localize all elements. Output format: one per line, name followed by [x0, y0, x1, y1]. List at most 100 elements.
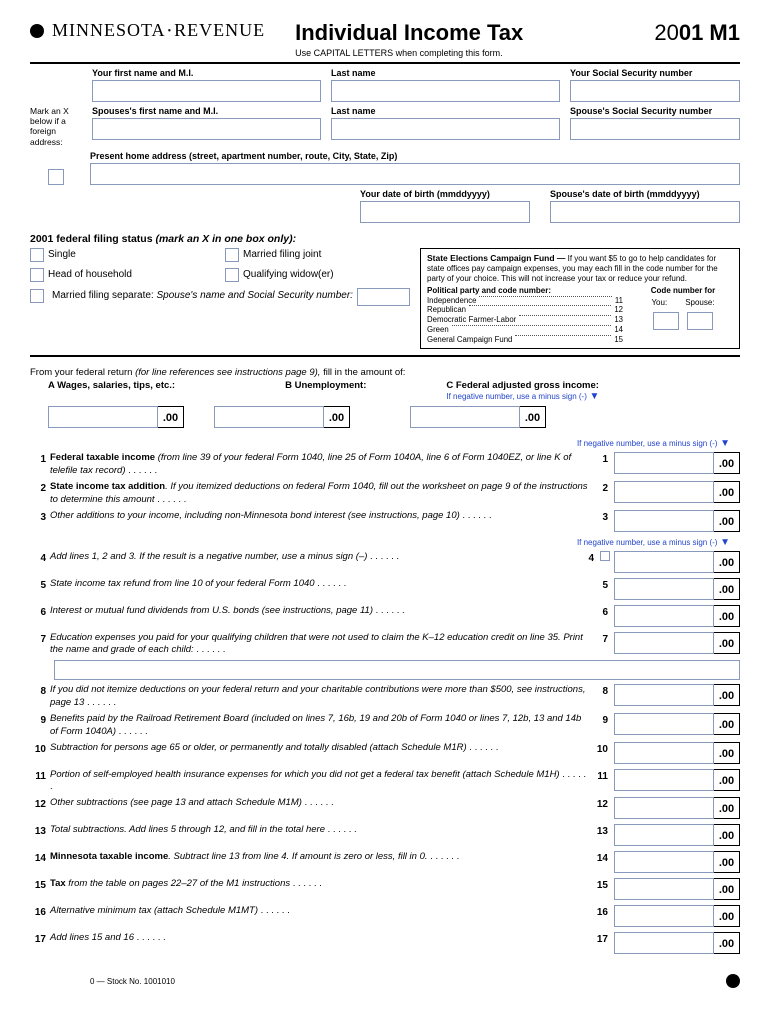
- first-name-input[interactable]: [92, 80, 321, 102]
- line-2: 2 State income tax addition. If you item…: [30, 481, 740, 507]
- line-9-amount[interactable]: [614, 713, 714, 735]
- label-dob: Your date of birth (mmddyyyy): [360, 189, 530, 199]
- spouse-label: Spouse:: [685, 298, 714, 308]
- party-line: Independence11: [427, 296, 623, 306]
- line-16: 16 Alternative minimum tax (attach Sched…: [30, 905, 740, 929]
- line-5: 5 State income tax refund from line 10 o…: [30, 578, 740, 602]
- line-6-amount[interactable]: [614, 605, 714, 627]
- dob-row: Your date of birth (mmddyyyy) Spouse's d…: [30, 189, 740, 223]
- address-input[interactable]: [90, 163, 740, 185]
- stock-number: 0 — Stock No. 1001010: [90, 977, 175, 986]
- cents-label: .00: [158, 406, 184, 428]
- line-3: 3 Other additions to your income, includ…: [30, 510, 740, 534]
- campaign-fund-box: State Elections Campaign Fund — If you w…: [420, 248, 740, 350]
- line-15-amount[interactable]: [614, 878, 714, 900]
- label-address: Present home address (street, apartment …: [90, 151, 740, 161]
- line-12: 12 Other subtractions (see page 13 and a…: [30, 797, 740, 821]
- spouse-last-input[interactable]: [331, 118, 560, 140]
- marker-dot: [30, 24, 44, 38]
- spouse-first-input[interactable]: [92, 118, 321, 140]
- foreign-address-checkbox[interactable]: [48, 169, 64, 185]
- party-line: Republican12: [427, 305, 623, 315]
- you-code-input[interactable]: [653, 312, 679, 330]
- header: MINNESOTA•REVENUE Individual Income Tax …: [30, 20, 740, 58]
- line-11-amount[interactable]: [614, 769, 714, 791]
- spouse-dob-input[interactable]: [550, 201, 740, 223]
- footer-dot: [726, 974, 740, 988]
- line-9: 9 Benefits paid by the Railroad Retireme…: [30, 713, 740, 739]
- line-5-amount[interactable]: [614, 578, 714, 600]
- filing-widow[interactable]: Qualifying widow(er): [225, 268, 410, 282]
- spouse-ssn-input[interactable]: [570, 118, 740, 140]
- filing-status-section: 2001 federal filing status (mark an X in…: [30, 233, 740, 350]
- address-row: Present home address (street, apartment …: [30, 151, 740, 185]
- line-2-amount[interactable]: [614, 481, 714, 503]
- line-7: 7 Education expenses you paid for your q…: [30, 632, 740, 658]
- dob-input[interactable]: [360, 201, 530, 223]
- party-line: General Campaign Fund15: [427, 335, 623, 345]
- line-17-amount[interactable]: [614, 932, 714, 954]
- you-label: You:: [651, 298, 667, 308]
- campaign-title: State Elections Campaign Fund —: [427, 253, 565, 263]
- line-1-amount[interactable]: [614, 452, 714, 474]
- federal-section: From your federal return (for line refer…: [30, 367, 740, 428]
- filing-hoh[interactable]: Head of household: [30, 268, 215, 282]
- foreign-address-note: Mark an X below if a foreign address:: [30, 106, 82, 147]
- negative-indicator-box[interactable]: [600, 551, 610, 561]
- amount-a-input[interactable]: [48, 406, 158, 428]
- label-ssn: Your Social Security number: [570, 68, 740, 78]
- line-1: 1 Federal taxable income (from line 39 o…: [30, 452, 740, 478]
- line-13-amount[interactable]: [614, 824, 714, 846]
- line-13: 13 Total subtractions. Add lines 5 throu…: [30, 824, 740, 848]
- label-c: C Federal adjusted gross income:: [446, 380, 599, 391]
- label-first-name: Your first name and M.I.: [92, 68, 321, 78]
- form-subtitle: Use CAPITAL LETTERS when completing this…: [295, 48, 654, 58]
- filing-separate-checkbox[interactable]: [30, 289, 44, 303]
- line-3-amount[interactable]: [614, 510, 714, 532]
- spouse-code-input[interactable]: [687, 312, 713, 330]
- party-line: Democratic Farmer-Labor13: [427, 315, 623, 325]
- child-name-input[interactable]: [54, 660, 740, 680]
- label-spouse-first: Spouses's first name and M.I.: [92, 106, 321, 116]
- line-16-amount[interactable]: [614, 905, 714, 927]
- amount-c-input[interactable]: [410, 406, 520, 428]
- lines-container: If negative number, use a minus sign (-)…: [30, 438, 740, 956]
- line-14-amount[interactable]: [614, 851, 714, 873]
- code-header: Code number for: [633, 286, 733, 296]
- amount-b-input[interactable]: [214, 406, 324, 428]
- filing-joint[interactable]: Married filing joint: [225, 248, 410, 262]
- name-row-1: Your first name and M.I. Last name Your …: [30, 68, 740, 102]
- label-b: B Unemployment:: [285, 380, 366, 391]
- label-spouse-ssn: Spouse's Social Security number: [570, 106, 740, 116]
- filing-separate-label: Married filing separate: Spouse's name a…: [52, 290, 353, 301]
- party-line: Green14: [427, 325, 623, 335]
- line-11: 11 Portion of self-employed health insur…: [30, 769, 740, 795]
- name-row-2: Mark an X below if a foreign address: Sp…: [30, 106, 740, 147]
- line-17: 17 Add lines 15 and 16 . . . . . . 17 .0…: [30, 932, 740, 956]
- party-header: Political party and code number:: [427, 286, 623, 296]
- footer: 0 — Stock No. 1001010: [30, 974, 740, 988]
- form-title: Individual Income Tax: [295, 20, 654, 46]
- line-8-amount[interactable]: [614, 684, 714, 706]
- form-year: 2001 M1: [654, 20, 740, 46]
- line-12-amount[interactable]: [614, 797, 714, 819]
- line-10: 10 Subtraction for persons age 65 or old…: [30, 742, 740, 766]
- line-8: 8 If you did not itemize deductions on y…: [30, 684, 740, 710]
- filing-heading: 2001 federal filing status (mark an X in…: [30, 233, 296, 245]
- label-spouse-last: Last name: [331, 106, 560, 116]
- line-15: 15 Tax from the table on pages 22–27 of …: [30, 878, 740, 902]
- label-spouse-dob: Spouse's date of birth (mmddyyyy): [550, 189, 740, 199]
- line-7-amount[interactable]: [614, 632, 714, 654]
- line-14: 14 Minnesota taxable income. Subtract li…: [30, 851, 740, 875]
- line-6: 6 Interest or mutual fund dividends from…: [30, 605, 740, 629]
- line-4-amount[interactable]: [614, 551, 714, 573]
- agency-name: MINNESOTA•REVENUE: [52, 20, 265, 41]
- label-a: A Wages, salaries, tips, etc.:: [48, 380, 175, 391]
- ssn-input[interactable]: [570, 80, 740, 102]
- line-10-amount[interactable]: [614, 742, 714, 764]
- line-4: 4 Add lines 1, 2 and 3. If the result is…: [30, 551, 740, 575]
- last-name-input[interactable]: [331, 80, 560, 102]
- filing-single[interactable]: Single: [30, 248, 215, 262]
- label-last-name: Last name: [331, 68, 560, 78]
- filing-separate-input[interactable]: [357, 288, 410, 306]
